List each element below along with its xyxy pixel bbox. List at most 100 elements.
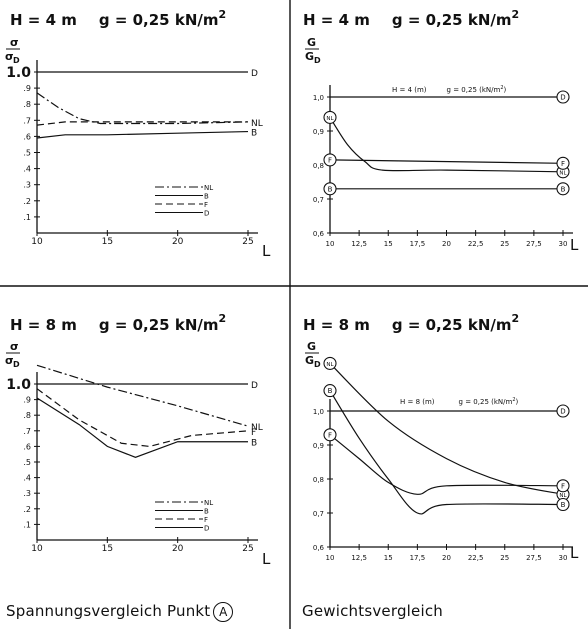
marker-end-br-b xyxy=(556,497,570,512)
xtick-label-tr: 20 xyxy=(442,240,451,248)
end-label-bl-nl: NL xyxy=(251,423,263,433)
end-label-bl-d: D xyxy=(251,381,258,391)
xtick-label-br: 10 xyxy=(326,554,335,562)
ytick-label-bl: .2 xyxy=(23,505,31,514)
xtick-label-br: 27,5 xyxy=(526,554,542,562)
ytick-label-tl: .9 xyxy=(23,84,31,93)
series-br-nl xyxy=(329,362,564,495)
legend-label-tl-nl: NL xyxy=(204,184,213,192)
ytick-label-tl: .2 xyxy=(23,197,31,206)
xtick-label-bl: 15 xyxy=(102,544,113,554)
marker-end-tr-f xyxy=(556,156,570,170)
legend-label-bl-b: B xyxy=(204,508,209,516)
xtick-label-br: 15 xyxy=(384,554,393,562)
ylabel-tl-sub: D xyxy=(13,56,20,65)
ytick-label-tl: 1.0 xyxy=(6,65,31,81)
caption-left: Spannungsvergleich Punkt A xyxy=(6,602,234,622)
xtick-label-tr: 12,5 xyxy=(351,240,367,248)
ytick-label-tr: 1,0 xyxy=(313,94,324,102)
xtick-label-tl: 10 xyxy=(31,237,43,247)
inner-label-tr-h: H = 4 (m) xyxy=(392,86,427,94)
marker-end-tr-f-text: F xyxy=(561,160,565,168)
series-bl-nl xyxy=(36,364,249,427)
ytick-label-tr: 0,6 xyxy=(313,230,325,238)
ytick-label-bl: .8 xyxy=(23,411,31,420)
marker-end-br-f xyxy=(556,479,570,493)
title-br-h: H = 8 m xyxy=(303,316,370,334)
ylabel-br-den: G xyxy=(305,354,314,367)
ytick-label-br: 1,0 xyxy=(313,408,324,416)
xtick-label-tr: 17,5 xyxy=(410,240,426,248)
title-bl: H = 8 m g = 0,25 kN/m2 xyxy=(10,312,226,334)
title-bl-g: g = 0,25 kN/m xyxy=(99,316,219,334)
ylabel-tl: σ σ D xyxy=(5,36,20,65)
ytick-label-bl: .7 xyxy=(23,427,31,436)
ytick-label-tl: .1 xyxy=(23,213,31,222)
end-label-tl-d: D xyxy=(251,69,258,79)
marker-end-tr-d xyxy=(556,90,570,104)
inner-label-tr-close: ) xyxy=(504,86,507,94)
marker-start-br-f-text: F xyxy=(328,431,332,439)
marker-start-br-nl xyxy=(323,356,337,370)
plots: .1.2.3.4.5.6.7.8.91.010 15 20 25DNLBNLBFD0,… xyxy=(6,60,573,562)
xtick-label-tr: 22,5 xyxy=(468,240,484,248)
xtick-label-tr: 10 xyxy=(326,240,335,248)
marker-end-br-d xyxy=(556,404,570,418)
ytick-label-bl: .5 xyxy=(23,458,31,467)
series-tl-f xyxy=(36,121,248,126)
plot-tr: 0,6 0,7 0,8 0,9 1,0 10 12,5 15 17,5 20 22,5 25 27,5 3… xyxy=(313,85,573,248)
marker-start-br-b-text: B xyxy=(328,387,333,395)
ylabel-tr-num: G xyxy=(307,36,316,49)
marker-start-br-f xyxy=(323,428,337,442)
ylabel-br: G G D xyxy=(305,340,321,369)
xtick-label-tl: 15 xyxy=(102,237,113,247)
inner-label-br-g: g = 0,25 (kN/m xyxy=(459,398,513,406)
xtick-label-br: 17,5 xyxy=(410,554,426,562)
series-tl-b xyxy=(36,130,249,139)
ytick-label-bl: .6 xyxy=(23,442,31,451)
inner-label-tr-sup: 2 xyxy=(500,85,503,91)
ytick-label-tr: 0,7 xyxy=(313,196,324,204)
xtick-label-bl: 10 xyxy=(31,544,43,554)
legend-label-tl-d: D xyxy=(204,210,209,218)
xtick-label-br: 30 xyxy=(559,554,568,562)
ylabel-tr-den: G xyxy=(305,50,314,63)
legend-label-bl-f: F xyxy=(204,516,208,524)
title-tr-h: H = 4 m xyxy=(303,11,370,29)
ytick-label-bl: 1.0 xyxy=(6,377,31,393)
xtick-label-tr: 25 xyxy=(500,240,509,248)
xtick-label-br: 25 xyxy=(500,554,509,562)
title-tl: H = 4 m g = 0,25 kN/m2 xyxy=(10,8,226,29)
xlabel-tr: L xyxy=(570,236,579,254)
title-br: H = 8 m g = 0,25 kN/m2 xyxy=(303,312,519,334)
title-tr-sup: 2 xyxy=(511,8,519,21)
caption-right: Gewichtsvergleich xyxy=(302,602,443,620)
ytick-label-tl: .3 xyxy=(23,181,31,190)
series-tr-f xyxy=(329,159,564,164)
end-label-tl-nl: NL xyxy=(251,119,263,129)
xtick-label-br: 20 xyxy=(442,554,451,562)
inner-label-br-sup: 2 xyxy=(512,397,515,403)
xlabel-br: L xyxy=(570,544,579,562)
xtick-label-tr: 27,5 xyxy=(526,240,542,248)
title-br-g: g = 0,25 kN/m xyxy=(392,316,512,334)
legend-label-bl-nl: NL xyxy=(204,499,213,507)
series-bl-f xyxy=(36,388,249,448)
inner-label-br-close: ) xyxy=(516,398,519,406)
end-label-bl-b: B xyxy=(251,439,257,449)
inner-label-br-h: H = 8 (m) xyxy=(400,398,435,406)
title-br-sup: 2 xyxy=(511,312,519,325)
ylabel-bl-num: σ xyxy=(10,340,19,353)
ylabel-br-num: G xyxy=(307,340,316,353)
caption-left-text: Spannungsvergleich Punkt xyxy=(6,602,211,620)
marker-start-tr-nl xyxy=(323,110,337,124)
title-tl-h: H = 4 m xyxy=(10,11,77,29)
legend-label-tl-b: B xyxy=(204,193,209,201)
title-bl-h: H = 8 m xyxy=(10,316,77,334)
series-tl-nl xyxy=(36,92,249,125)
inner-label-tr-g: g = 0,25 (kN/m xyxy=(447,86,501,94)
